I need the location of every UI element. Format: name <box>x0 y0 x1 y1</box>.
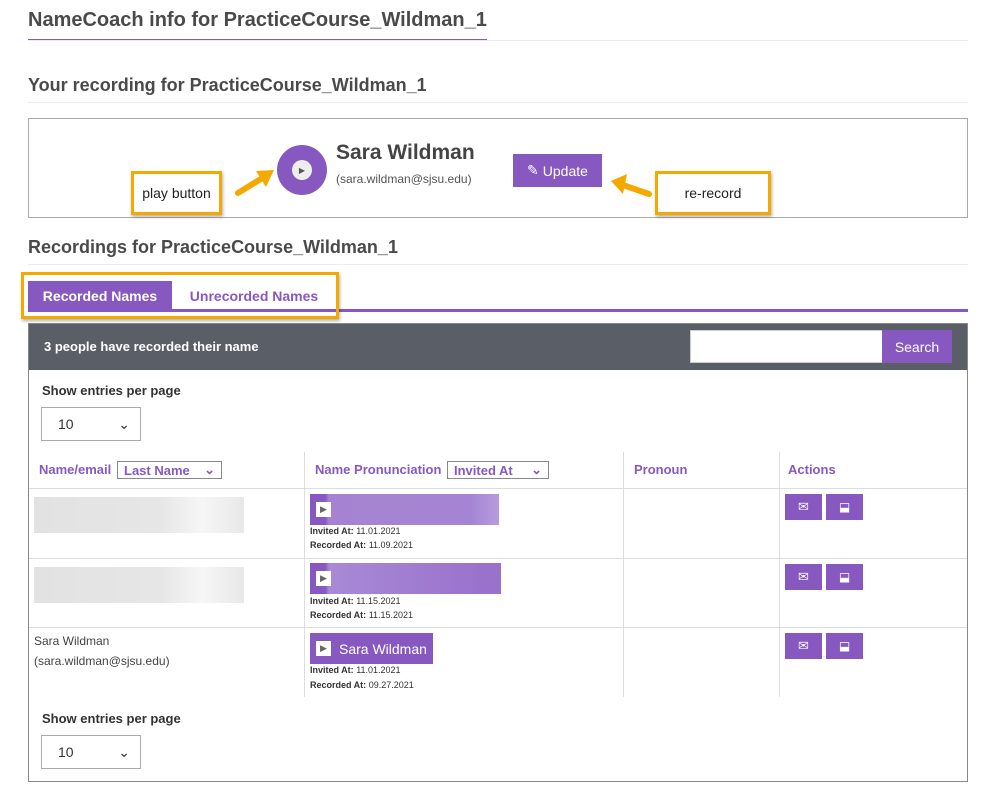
redacted-name <box>34 497 244 533</box>
annotation-tabs <box>21 272 339 319</box>
show-entries-label-bottom: Show entries per page <box>42 711 181 726</box>
inbox-icon: ⬓ <box>838 570 851 584</box>
search-button[interactable]: Search <box>882 330 952 363</box>
tab-underline <box>28 309 968 312</box>
tab-recorded-names[interactable]: Recorded Names <box>28 281 172 310</box>
pronunciation-play-button[interactable]: ▶ <box>310 494 499 525</box>
entries-select-bottom[interactable]: 10 ⌄ <box>41 735 141 769</box>
entries-select[interactable]: 10 ⌄ <box>41 407 141 441</box>
recorded-at: Recorded At: 11.09.2021 <box>310 540 414 550</box>
inbox-button[interactable]: ⬓ <box>826 633 863 659</box>
email-button[interactable]: ✉ <box>785 494 822 520</box>
update-label: Update <box>542 162 588 179</box>
recorded-at: Recorded At: 09.27.2021 <box>310 680 414 690</box>
chevron-down-icon: ⌄ <box>118 415 130 432</box>
pronunciation-play-button[interactable]: ▶ Sara Wildman <box>310 633 433 664</box>
inbox-button[interactable]: ⬓ <box>826 564 863 590</box>
tab-unrecorded-names[interactable]: Unrecorded Names <box>189 287 319 304</box>
play-recording-button[interactable]: ▶ <box>277 145 327 195</box>
invited-at: Invited At: 11.15.2021 <box>310 596 401 606</box>
invited-at: Invited At: 11.01.2021 <box>310 526 401 536</box>
name-sort-select[interactable]: Last Name ⌄ <box>117 461 222 479</box>
envelope-icon: ✉ <box>798 569 809 584</box>
chevron-down-icon: ⌄ <box>118 743 130 760</box>
col-divider <box>779 452 780 697</box>
pencil-icon: ✎ <box>527 162 539 178</box>
envelope-icon: ✉ <box>798 638 809 653</box>
col-divider <box>304 452 305 697</box>
arrow-icon <box>611 174 652 197</box>
your-recording-box <box>28 118 968 218</box>
divider <box>28 40 968 41</box>
recordings-heading: Recordings for PracticeCourse_Wildman_1 <box>28 237 398 257</box>
show-entries-label: Show entries per page <box>42 383 181 398</box>
col-divider <box>623 452 624 697</box>
email-button[interactable]: ✉ <box>785 633 822 659</box>
arrow-icon <box>235 170 274 196</box>
your-recording-heading: Your recording for PracticeCourse_Wildma… <box>28 75 427 95</box>
col-name-email: Name/email <box>39 462 112 477</box>
recording-name: Sara Wildman <box>336 141 475 164</box>
divider <box>28 102 968 103</box>
row-name: Sara Wildman <box>34 634 110 648</box>
entries-value: 10 <box>58 744 74 760</box>
inbox-icon: ⬓ <box>838 639 851 653</box>
recordings-panel: 3 people have recorded their name Search <box>28 323 968 782</box>
update-button[interactable]: ✎ Update <box>513 154 602 187</box>
row-divider <box>29 558 967 559</box>
chevron-down-icon: ⌄ <box>204 462 215 477</box>
inbox-icon: ⬓ <box>838 500 851 514</box>
recorded-at: Recorded At: 11.15.2021 <box>310 610 414 620</box>
invited-at: Invited At: 11.01.2021 <box>310 665 401 675</box>
chevron-down-icon: ⌄ <box>531 462 542 477</box>
play-icon: ▶ <box>316 502 331 517</box>
row-email: (sara.wildman@sjsu.edu) <box>34 654 170 668</box>
pronunciation-label: Sara Wildman <box>339 640 427 657</box>
pron-sort-value: Invited At <box>454 462 513 478</box>
row-divider <box>29 488 967 489</box>
play-icon: ▶ <box>316 571 331 586</box>
col-pronunciation: Name Pronunciation <box>315 462 442 477</box>
play-icon: ▶ <box>292 160 312 180</box>
pron-sort-select[interactable]: Invited At ⌄ <box>447 461 549 479</box>
pronunciation-play-button[interactable]: ▶ <box>310 563 501 594</box>
row-divider <box>29 627 967 628</box>
page-title: NameCoach info for PracticeCourse_Wildma… <box>28 9 487 31</box>
envelope-icon: ✉ <box>798 499 809 514</box>
divider <box>28 264 968 265</box>
count-text: 3 people have recorded their name <box>44 339 259 354</box>
inbox-button[interactable]: ⬓ <box>826 494 863 520</box>
annotation-re-record: re-record <box>655 171 771 215</box>
redacted-name <box>34 567 244 603</box>
annotation-play-button: play button <box>131 171 222 215</box>
search-input[interactable] <box>690 330 883 363</box>
col-pronoun: Pronoun <box>634 462 688 477</box>
email-button[interactable]: ✉ <box>785 564 822 590</box>
play-icon: ▶ <box>316 641 331 656</box>
entries-value: 10 <box>58 416 74 432</box>
panel-header: 3 people have recorded their name Search <box>29 324 967 370</box>
col-actions: Actions <box>788 462 836 477</box>
name-sort-value: Last Name <box>124 462 190 478</box>
recording-email: (sara.wildman@sjsu.edu) <box>336 172 472 186</box>
